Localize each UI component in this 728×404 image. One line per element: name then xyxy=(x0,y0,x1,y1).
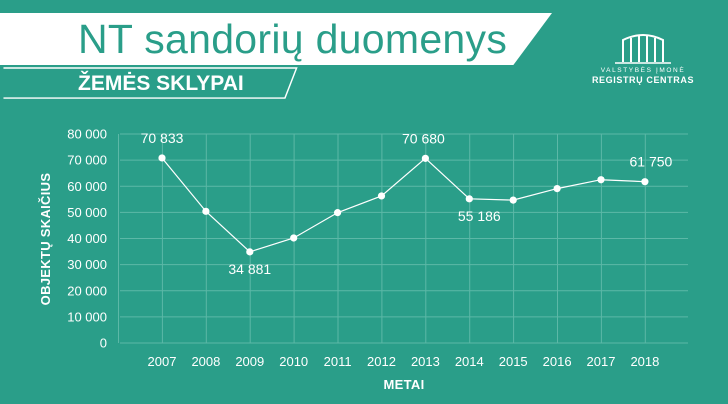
data-point xyxy=(246,248,254,256)
data-point xyxy=(509,196,517,204)
y-tick-label: 80 000 xyxy=(67,127,107,142)
y-tick-label: 20 000 xyxy=(67,283,107,298)
data-point xyxy=(334,209,342,217)
registru-centras-logo: VALSTYBĖS ĮMONĖ REGISTRŲ CENTRAS xyxy=(588,30,698,92)
x-tick-label: 2014 xyxy=(455,354,484,369)
data-label: 70 833 xyxy=(141,130,184,146)
page-title: NT sandorių duomenys xyxy=(78,16,508,62)
x-tick-label: 2015 xyxy=(499,354,528,369)
x-tick-label: 2016 xyxy=(543,354,572,369)
data-point xyxy=(641,178,649,186)
y-axis-title: OBJEKTŲ SKAIČIUS xyxy=(38,173,53,306)
data-label: 70 680 xyxy=(402,130,445,146)
y-tick-label: 30 000 xyxy=(67,257,107,272)
x-tick-label: 2012 xyxy=(367,354,396,369)
subtitle-outline xyxy=(3,67,298,99)
data-point xyxy=(597,176,605,184)
data-point xyxy=(421,154,429,162)
data-point xyxy=(202,207,210,215)
y-tick-label: 40 000 xyxy=(67,231,107,246)
x-tick-label: 2009 xyxy=(235,354,264,369)
y-tick-label: 50 000 xyxy=(67,205,107,220)
x-tick-label: 2008 xyxy=(191,354,220,369)
data-point xyxy=(290,234,298,242)
x-tick-label: 2013 xyxy=(411,354,440,369)
page-subtitle: ŽEMĖS SKLYPAI xyxy=(78,72,244,95)
y-tick-label: 10 000 xyxy=(67,309,107,324)
y-tick-label: 0 xyxy=(100,336,107,351)
y-tick-label: 60 000 xyxy=(67,179,107,194)
x-axis-title: METAI xyxy=(384,377,425,392)
title-banner xyxy=(0,13,552,65)
building-logo-icon xyxy=(615,34,671,64)
data-point xyxy=(553,185,561,193)
logo-line-2: REGISTRŲ CENTRAS xyxy=(591,75,695,85)
x-tick-label: 2017 xyxy=(587,354,616,369)
x-tick-label: 2007 xyxy=(148,354,177,369)
data-point xyxy=(377,192,386,200)
data-label: 61 750 xyxy=(629,154,672,170)
data-label: 34 881 xyxy=(228,261,271,277)
series-line xyxy=(161,157,645,253)
x-tick-label: 2011 xyxy=(324,354,352,369)
x-tick-label: 2018 xyxy=(630,354,659,369)
y-tick-label: 70 000 xyxy=(67,153,107,168)
logo-line-1: VALSTYBĖS ĮMONĖ xyxy=(600,67,686,74)
data-point xyxy=(158,154,166,162)
data-label: 55 186 xyxy=(458,208,501,224)
x-tick-label: 2010 xyxy=(279,354,308,369)
data-point xyxy=(465,195,473,203)
